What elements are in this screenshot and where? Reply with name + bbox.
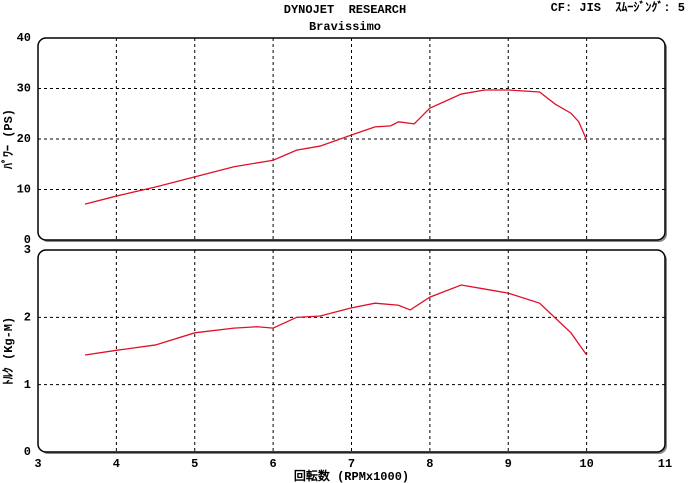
y-tick-label: 40 xyxy=(17,31,31,45)
y-axis-label: ﾊﾟﾜｰ (PS) xyxy=(0,109,16,170)
y-axis-label: ﾄﾙｸ (Kg-M) xyxy=(1,317,16,385)
data-line xyxy=(84,284,588,356)
x-tick-label: 7 xyxy=(348,457,355,471)
y-tick-label: 3 xyxy=(24,243,31,257)
settings: CF: JIS ｽﾑｰｼﾞﾝｸﾞ: 5 xyxy=(551,0,685,15)
y-tick-label: 2 xyxy=(24,311,31,325)
y-tick-label: 20 xyxy=(17,132,31,146)
x-axis-label: 回転数 (RPMx1000) xyxy=(294,468,409,483)
subtitle: Bravissimo xyxy=(309,20,381,34)
x-tick-label: 8 xyxy=(426,457,433,471)
x-tick-label: 4 xyxy=(113,457,120,471)
y-tick-label: 10 xyxy=(17,183,31,197)
y-tick-label: 30 xyxy=(17,82,31,96)
x-tick-label: 3 xyxy=(34,457,41,471)
x-tick-label: 10 xyxy=(579,457,593,471)
y-tick-label: 0 xyxy=(24,445,31,459)
title: DYNOJET RESEARCH xyxy=(284,3,406,17)
x-tick-label: 5 xyxy=(191,457,198,471)
x-tick-label: 6 xyxy=(270,457,277,471)
data-line xyxy=(84,89,588,205)
x-tick-label: 9 xyxy=(505,457,512,471)
y-tick-label: 1 xyxy=(24,378,31,392)
y-tick-label: 0 xyxy=(24,233,31,247)
x-tick-label: 11 xyxy=(658,457,672,471)
